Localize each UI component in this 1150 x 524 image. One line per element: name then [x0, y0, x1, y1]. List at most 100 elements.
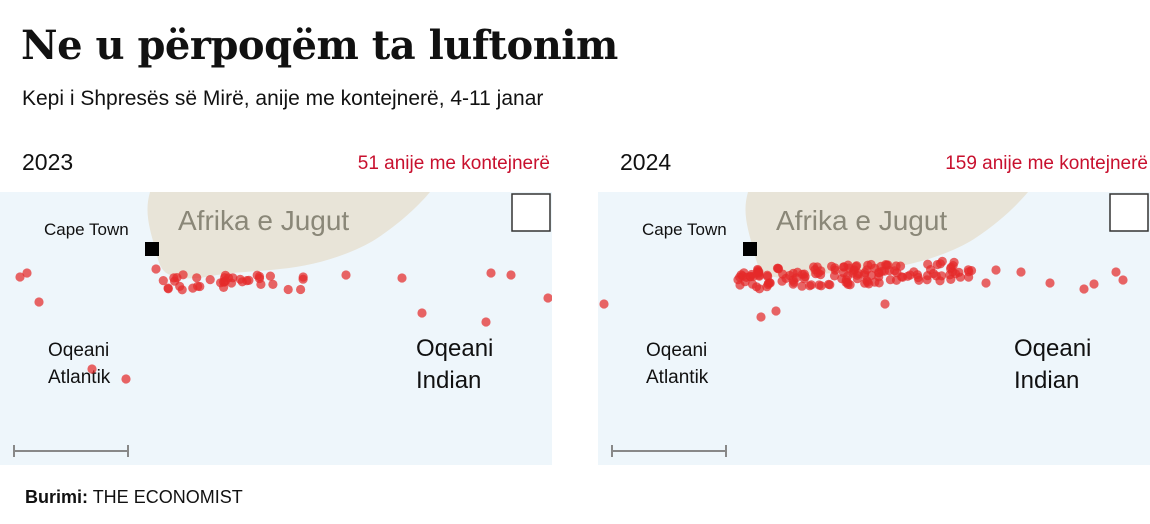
- ship-dot: [870, 277, 880, 287]
- ship-dot: [797, 281, 807, 291]
- ship-dot: [895, 261, 906, 271]
- ship-dot: [163, 284, 173, 294]
- country-label: Afrika e Jugut: [776, 205, 947, 236]
- ship-dot: [816, 281, 826, 291]
- ship-dot: [991, 265, 1001, 275]
- ship-dot: [928, 268, 939, 279]
- ship-dot: [486, 268, 496, 278]
- indian-label-line1: Oqeani: [1014, 335, 1091, 362]
- ship-dot: [175, 281, 185, 291]
- ship-dot: [1118, 275, 1128, 285]
- map-2024: Afrika e Jugut Cape Town Oqeani Atlantik…: [598, 192, 1150, 465]
- ship-dot: [876, 261, 886, 271]
- ship-dot: [866, 270, 877, 280]
- page-subtitle: Kepi i Shpresës së Mirë, anije me kontej…: [22, 87, 544, 110]
- ship-dot: [121, 374, 131, 384]
- ship-dot: [172, 273, 182, 283]
- ship-dot: [805, 281, 815, 291]
- ship-dot: [1111, 267, 1121, 277]
- map-2023: Afrika e Jugut Cape Town Oqeani Atlantik…: [0, 192, 552, 465]
- ship-dot: [897, 272, 907, 282]
- ship-dot: [298, 274, 308, 284]
- ship-dot: [158, 276, 168, 286]
- ship-dot: [417, 308, 427, 318]
- city-label: Cape Town: [642, 220, 727, 239]
- ship-dot: [736, 270, 746, 280]
- ship-dot: [777, 276, 787, 286]
- ship-dot: [946, 262, 956, 272]
- ship-dot: [151, 264, 161, 274]
- ship-dot: [937, 256, 947, 266]
- panel-year: 2024: [620, 149, 672, 175]
- ship-positions: [599, 256, 1128, 322]
- ship-dot: [824, 279, 834, 289]
- south-africa-land: [147, 192, 430, 279]
- ship-count: 51 anije me kontejnerë: [357, 153, 550, 174]
- ship-dot: [964, 272, 974, 282]
- ship-dot: [1089, 279, 1099, 289]
- ship-dot: [852, 270, 862, 280]
- ship-dot: [256, 279, 266, 289]
- ship-dot: [863, 260, 873, 270]
- ship-dot: [860, 278, 870, 288]
- ship-dot: [954, 267, 964, 277]
- ship-count: 159 anije me kontejnerë: [945, 153, 1148, 174]
- ship-dot: [762, 270, 772, 280]
- source-name: THE ECONOMIST: [92, 487, 243, 507]
- ship-dot: [397, 273, 407, 283]
- map-panel-2023: 2023 51 anije me kontejnerë Afrika e Jug…: [0, 145, 552, 465]
- ship-dot: [296, 284, 306, 295]
- cape-town-marker: [145, 242, 159, 256]
- ship-dot: [1016, 267, 1026, 277]
- ship-dot: [599, 299, 609, 309]
- ship-dot: [268, 279, 278, 289]
- scale-bar: [13, 445, 129, 457]
- ship-dot: [1079, 284, 1089, 294]
- ship-dot: [914, 275, 924, 285]
- ship-dot: [87, 364, 97, 374]
- ship-dot: [543, 293, 552, 303]
- source-note: Burimi: THE ECONOMIST: [25, 487, 243, 508]
- ship-dot: [244, 275, 254, 285]
- ship-dot: [851, 262, 861, 272]
- ship-dot: [193, 281, 203, 291]
- panel-year: 2023: [22, 149, 74, 175]
- ship-dot: [220, 276, 230, 286]
- city-label: Cape Town: [44, 220, 129, 239]
- locator-inset: [1109, 193, 1149, 232]
- atlantic-label-line1: Oqeani: [48, 340, 109, 361]
- ship-dot: [34, 297, 44, 307]
- ship-dot: [481, 317, 491, 327]
- ship-dot: [265, 271, 275, 281]
- cape-town-marker: [743, 242, 757, 256]
- atlantic-label-line1: Oqeani: [646, 340, 707, 361]
- ship-dot: [937, 271, 947, 281]
- ship-positions: [15, 264, 552, 384]
- ship-dot: [843, 260, 853, 270]
- ship-dot: [946, 274, 956, 284]
- ship-dot: [756, 312, 766, 322]
- south-africa-land: [745, 192, 1028, 279]
- ship-dot: [205, 275, 215, 285]
- ship-dot: [753, 267, 763, 277]
- ship-dot: [773, 263, 783, 273]
- atlantic-label-line2: Atlantik: [646, 367, 709, 388]
- ship-dot: [283, 284, 293, 295]
- atlantic-label-line2: Atlantik: [48, 367, 111, 388]
- ship-dot: [880, 299, 890, 309]
- map-panel-2024: 2024 159 anije me kontejnerë Afrika e Ju…: [598, 145, 1150, 465]
- ship-dot: [884, 266, 894, 276]
- ship-dot: [791, 273, 801, 283]
- ship-dot: [837, 274, 847, 284]
- indian-label-line1: Oqeani: [416, 335, 493, 362]
- ship-dot: [747, 279, 758, 289]
- ship-dot: [506, 270, 516, 280]
- ship-dot: [771, 306, 781, 316]
- indian-label-line2: Indian: [416, 367, 481, 394]
- ship-dot: [813, 268, 823, 278]
- ship-dot: [909, 267, 919, 277]
- source-label: Burimi:: [25, 487, 88, 507]
- ship-dot: [22, 268, 32, 278]
- ship-dot: [859, 270, 870, 280]
- locator-inset: [511, 193, 551, 232]
